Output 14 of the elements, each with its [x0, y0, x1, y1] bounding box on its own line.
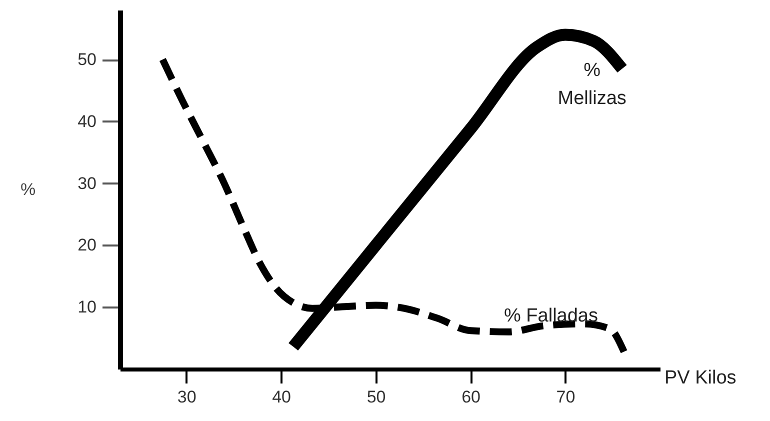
series-label: % Falladas: [504, 306, 598, 327]
y-axis-title: %: [20, 180, 36, 199]
series-label: % Mellizas: [558, 60, 626, 109]
x-tick-label: 30: [177, 388, 196, 406]
y-tick-label: 20: [78, 236, 96, 255]
y-tick-label: 30: [78, 174, 96, 193]
x-axis-title: PV Kilos: [664, 368, 736, 388]
x-tick-label: 60: [462, 388, 480, 406]
x-tick-label: 70: [556, 388, 576, 406]
y-tick-label: 50: [78, 50, 96, 70]
y-tick-label: 40: [78, 112, 96, 131]
x-tick-label: 40: [272, 388, 292, 406]
x-tick-label: 50: [366, 388, 386, 406]
y-tick-label: 10: [78, 298, 96, 317]
